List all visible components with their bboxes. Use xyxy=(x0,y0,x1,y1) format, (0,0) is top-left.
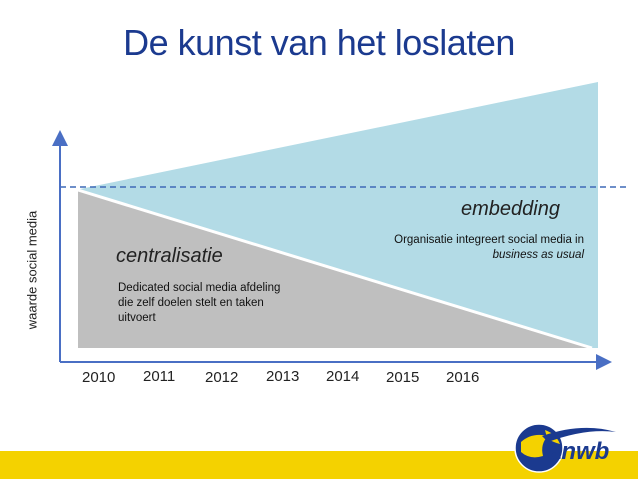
embedding-description-line-1: Organisatie integreert social media in xyxy=(394,234,584,246)
centralisatie-description-line-1: Dedicated social media afdeling xyxy=(118,282,281,294)
phase-label-embedding: embedding xyxy=(461,198,560,220)
embedding-description-line-2: business as usual xyxy=(492,249,584,261)
phase-label-centralisatie: centralisatie xyxy=(116,245,223,267)
x-tick-2014: 2014 xyxy=(326,368,360,385)
x-tick-2012: 2012 xyxy=(205,369,239,386)
y-axis-label: waarde social media xyxy=(24,210,40,330)
slide-title: De kunst van het loslaten xyxy=(123,22,515,63)
centralisatie-description-line-3: uitvoert xyxy=(118,312,156,324)
x-tick-2016: 2016 xyxy=(446,369,480,386)
embedding-description: Organisatie integreert social media in b… xyxy=(330,233,584,263)
x-tick-2011: 2011 xyxy=(143,368,176,385)
logo-wordmark: anwb xyxy=(548,438,609,465)
x-tick-2013: 2013 xyxy=(266,368,300,385)
x-tick-2010: 2010 xyxy=(82,369,116,386)
x-tick-2015: 2015 xyxy=(386,369,420,386)
boundary-line xyxy=(77,188,593,350)
anwb-logo: anwb xyxy=(514,423,616,473)
centralisatie-description: Dedicated social media afdeling die zelf… xyxy=(118,281,338,326)
centralisatie-description-line-2: die zelf doelen stelt en taken xyxy=(118,297,264,309)
